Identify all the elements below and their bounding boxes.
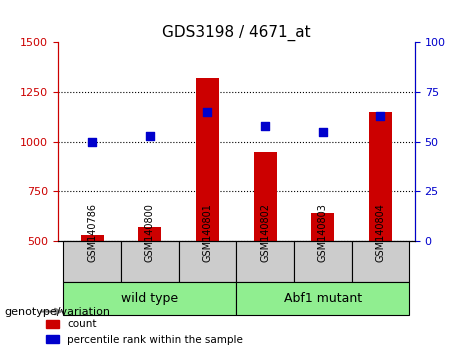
Bar: [196, 78, 219, 241]
Point: [204, 109, 211, 115]
Text: Abf1 mutant: Abf1 mutant: [284, 292, 362, 305]
Bar: [138, 227, 161, 241]
Text: GSM140802: GSM140802: [260, 202, 270, 262]
Text: GSM140800: GSM140800: [145, 202, 155, 262]
Title: GDS3198 / 4671_at: GDS3198 / 4671_at: [162, 25, 311, 41]
Point: [319, 129, 326, 135]
Text: GSM140803: GSM140803: [318, 202, 328, 262]
FancyBboxPatch shape: [294, 241, 351, 281]
Bar: [311, 213, 334, 241]
FancyBboxPatch shape: [179, 241, 236, 281]
Text: genotype/variation: genotype/variation: [5, 307, 111, 316]
Point: [146, 133, 154, 138]
Legend: count, percentile rank within the sample: count, percentile rank within the sample: [42, 315, 247, 349]
FancyBboxPatch shape: [236, 281, 409, 315]
Text: wild type: wild type: [121, 292, 178, 305]
FancyBboxPatch shape: [64, 281, 236, 315]
FancyBboxPatch shape: [236, 241, 294, 281]
FancyBboxPatch shape: [64, 241, 121, 281]
Bar: [254, 152, 277, 241]
Point: [377, 113, 384, 119]
Text: GSM140804: GSM140804: [375, 202, 385, 262]
Bar: [81, 235, 104, 241]
Point: [89, 139, 96, 144]
Text: GSM140801: GSM140801: [202, 202, 213, 262]
Bar: [369, 112, 392, 241]
FancyBboxPatch shape: [351, 241, 409, 281]
Text: GSM140786: GSM140786: [87, 202, 97, 262]
FancyBboxPatch shape: [121, 241, 179, 281]
Point: [261, 123, 269, 129]
